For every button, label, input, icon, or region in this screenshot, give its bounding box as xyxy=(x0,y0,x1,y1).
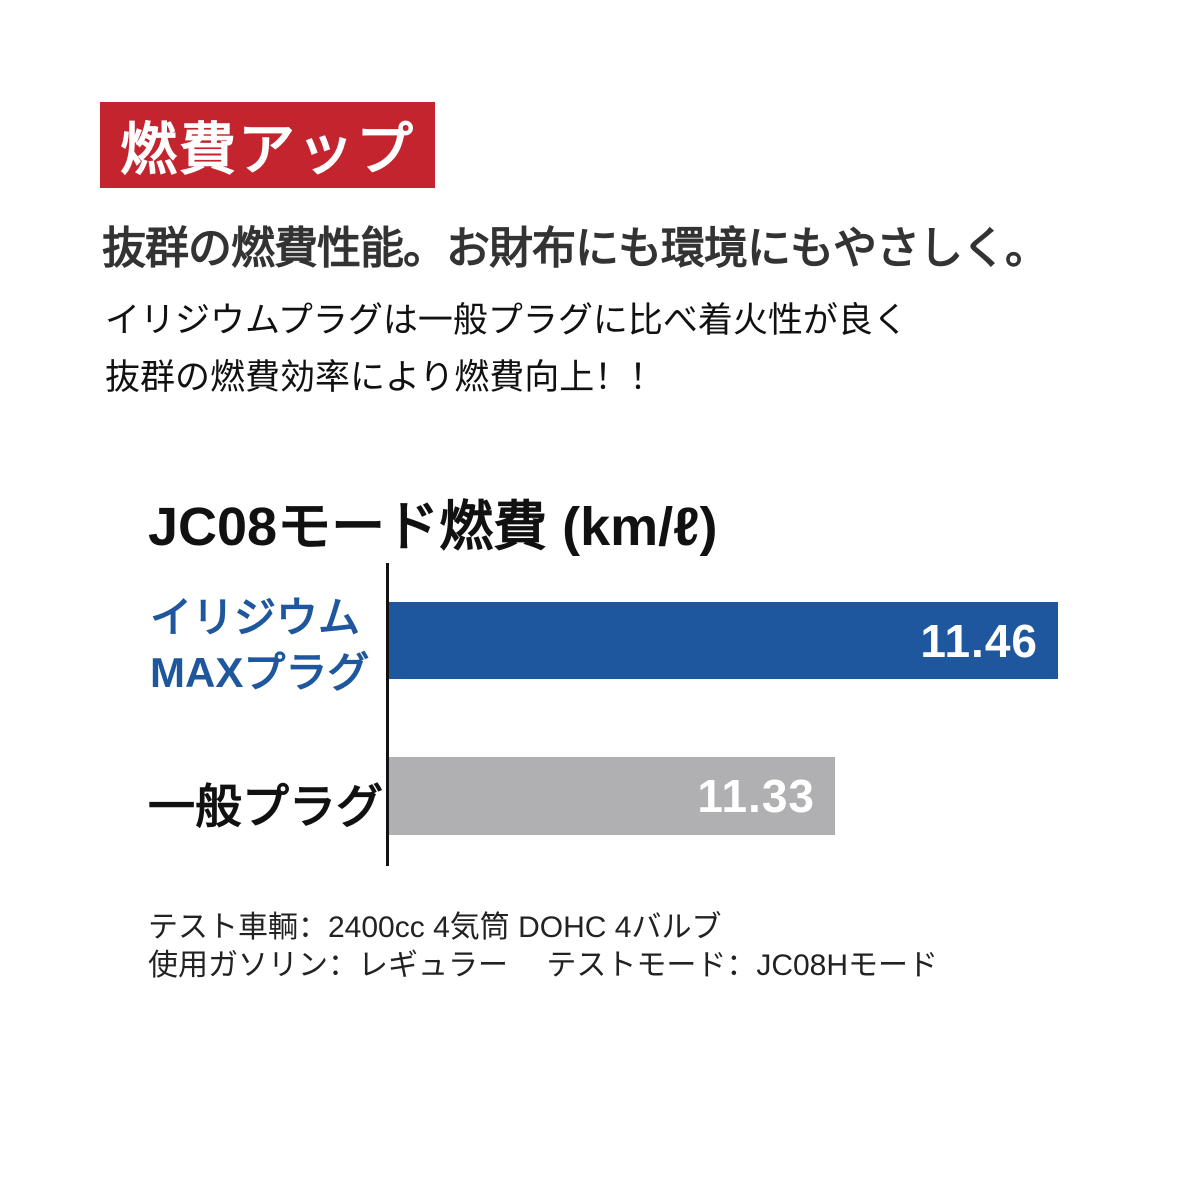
headline: 抜群の燃費性能。お財布にも環境にもやさしく。 xyxy=(102,224,1049,273)
bar-label-iridium-max-plug: イリジウム MAXプラグ xyxy=(150,590,369,700)
body-text-line: イリジウムプラグは一般プラグに比べ着火性が良く xyxy=(105,301,908,340)
fuel-up-badge: 燃費アップ xyxy=(100,102,435,188)
chart-axis-line xyxy=(386,563,389,866)
bar-iridium-max-plug: 11.46 xyxy=(389,602,1058,679)
bar-value-label: 11.33 xyxy=(697,770,815,822)
body-text-line: 抜群の燃費効率により燃費向上！！ xyxy=(105,358,665,397)
bar-value-label: 11.46 xyxy=(920,614,1038,667)
bar-label-line: イリジウム xyxy=(150,594,361,641)
bar-label-line: 一般プラグ xyxy=(148,780,383,833)
bar-label-standard-plug: 一般プラグ xyxy=(148,768,383,837)
fuel-up-badge-label: 燃費アップ xyxy=(120,118,415,182)
chart-title: JC08モード燃費 (km/ℓ) xyxy=(148,497,718,557)
footnote-fuel-test-mode: 使用ガソリン：レギュラー テストモード：JC08Hモード xyxy=(148,949,939,982)
bar-label-line: MAXプラグ xyxy=(150,649,370,696)
footnote-test-vehicle: テスト車輌：2400cc 4気筒 DOHC 4バルブ xyxy=(148,911,722,944)
bar-standard-plug: 11.33 xyxy=(389,757,835,835)
